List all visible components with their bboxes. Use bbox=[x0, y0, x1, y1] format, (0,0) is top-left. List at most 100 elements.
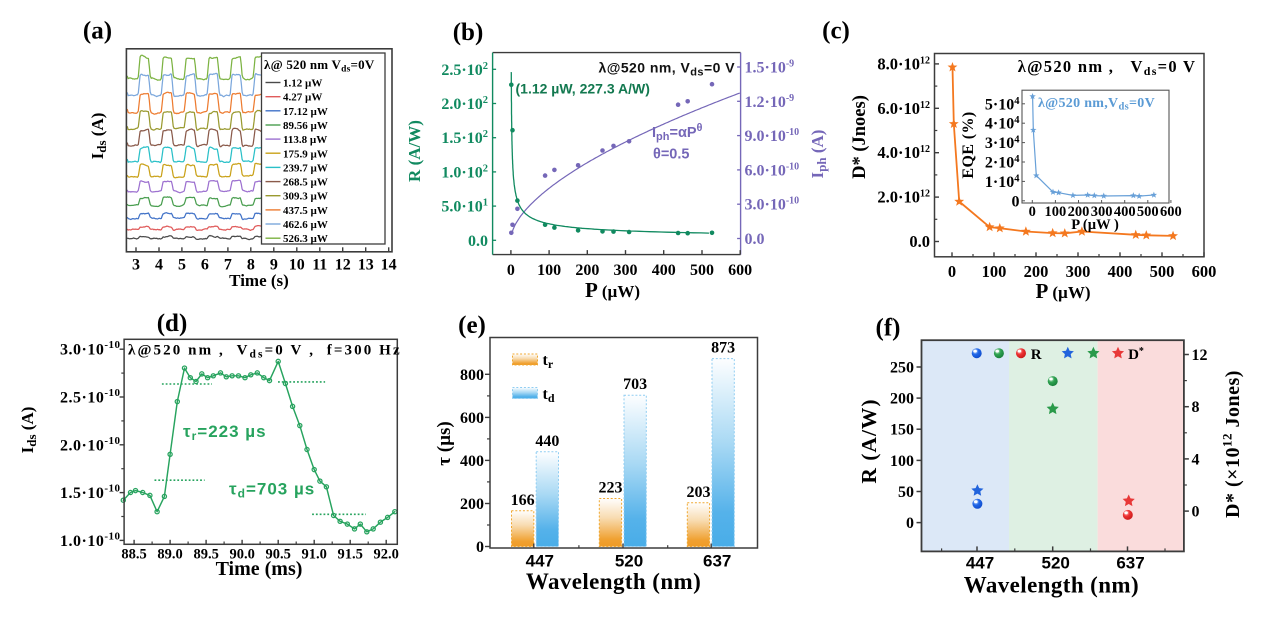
svg-text:637: 637 bbox=[703, 552, 731, 571]
svg-text:7: 7 bbox=[224, 257, 232, 274]
svg-text:400: 400 bbox=[460, 453, 484, 470]
svg-text:90.5: 90.5 bbox=[265, 547, 290, 563]
svg-text:400: 400 bbox=[1114, 204, 1136, 220]
svg-text:200: 200 bbox=[1068, 204, 1090, 220]
svg-text:11: 11 bbox=[312, 257, 327, 274]
svg-text:0: 0 bbox=[1029, 204, 1036, 220]
svg-text:89.56 µW: 89.56 µW bbox=[283, 120, 328, 132]
svg-text:λ@520 nm , Vds=0 V , f=300 H: λ@520 nm , Vds=0 V , f=300 Hz bbox=[128, 343, 402, 361]
svg-text:(a): (a) bbox=[83, 18, 112, 45]
svg-text:447: 447 bbox=[526, 552, 554, 571]
svg-text:4: 4 bbox=[1192, 451, 1200, 468]
svg-text:873: 873 bbox=[711, 340, 735, 357]
svg-text:4.27 µW: 4.27 µW bbox=[283, 92, 322, 104]
svg-text:500: 500 bbox=[1137, 204, 1159, 220]
svg-text:12: 12 bbox=[335, 257, 351, 274]
svg-text:17.12 µW: 17.12 µW bbox=[283, 106, 328, 118]
svg-text:462.6 µW: 462.6 µW bbox=[283, 219, 328, 231]
svg-text:8: 8 bbox=[1192, 399, 1200, 416]
svg-text:6: 6 bbox=[201, 257, 209, 274]
svg-text:92.0: 92.0 bbox=[374, 547, 399, 563]
svg-text:150: 150 bbox=[890, 422, 914, 439]
svg-text:239.7 µW: 239.7 µW bbox=[283, 162, 328, 174]
svg-text:6.0·1012: 6.0·1012 bbox=[877, 99, 930, 118]
svg-text:0: 0 bbox=[1012, 193, 1020, 210]
svg-text:0: 0 bbox=[507, 262, 515, 279]
svg-text:0.0: 0.0 bbox=[468, 233, 488, 250]
svg-text:14: 14 bbox=[381, 257, 397, 274]
svg-text:EQE (%): EQE (%) bbox=[960, 111, 977, 178]
svg-text:0: 0 bbox=[476, 539, 484, 556]
svg-text:400: 400 bbox=[1108, 262, 1133, 281]
svg-text:600: 600 bbox=[1160, 204, 1182, 220]
svg-text:600: 600 bbox=[1192, 262, 1217, 281]
svg-text:637: 637 bbox=[1116, 554, 1144, 573]
svg-text:400: 400 bbox=[652, 262, 676, 279]
svg-text:300: 300 bbox=[1066, 262, 1091, 281]
svg-text:R (A/W): R (A/W) bbox=[857, 398, 881, 483]
svg-text:tr: tr bbox=[543, 352, 554, 371]
svg-text:309.3 µW: 309.3 µW bbox=[283, 191, 328, 203]
svg-text:Time (ms): Time (ms) bbox=[216, 558, 303, 580]
svg-text:100: 100 bbox=[890, 453, 914, 470]
svg-text:300: 300 bbox=[1091, 204, 1113, 220]
svg-text:θ=0.5: θ=0.5 bbox=[653, 147, 689, 163]
svg-text:R: R bbox=[1031, 347, 1042, 363]
svg-text:9: 9 bbox=[270, 257, 278, 274]
svg-text:(b): (b) bbox=[453, 19, 484, 46]
svg-text:5·104: 5·104 bbox=[985, 96, 1020, 114]
svg-text:2·104: 2·104 bbox=[985, 154, 1020, 172]
svg-text:4.0·1012: 4.0·1012 bbox=[877, 143, 930, 162]
svg-text:0.0: 0.0 bbox=[909, 232, 930, 251]
svg-text:P (µW): P (µW) bbox=[1035, 279, 1090, 303]
svg-text:(1.12 µW, 227.3 A/W): (1.12 µW, 227.3 A/W) bbox=[516, 81, 650, 97]
svg-text:6.0·10-10: 6.0·10-10 bbox=[745, 161, 800, 179]
svg-text:(f): (f) bbox=[876, 315, 901, 342]
svg-text:300: 300 bbox=[614, 262, 638, 279]
svg-text:5: 5 bbox=[178, 257, 186, 274]
svg-text:2.5·102: 2.5·102 bbox=[441, 61, 488, 79]
svg-text:4·104: 4·104 bbox=[985, 115, 1020, 133]
svg-text:526.3 µW: 526.3 µW bbox=[283, 233, 328, 245]
svg-text:1.0·102: 1.0·102 bbox=[441, 163, 488, 181]
svg-text:200: 200 bbox=[1024, 262, 1049, 281]
svg-text:(c): (c) bbox=[822, 18, 850, 45]
svg-text:1.12 µW: 1.12 µW bbox=[283, 78, 322, 90]
svg-text:(d): (d) bbox=[157, 310, 188, 337]
svg-text:600: 600 bbox=[460, 410, 484, 427]
svg-text:203: 203 bbox=[686, 484, 710, 501]
svg-text:3·104: 3·104 bbox=[985, 135, 1020, 153]
svg-text:R (A/W): R (A/W) bbox=[405, 120, 424, 182]
svg-text:520: 520 bbox=[615, 552, 643, 571]
svg-text:100: 100 bbox=[982, 262, 1007, 281]
svg-text:0: 0 bbox=[948, 262, 956, 281]
svg-text:0: 0 bbox=[906, 515, 914, 532]
svg-text:440: 440 bbox=[535, 433, 559, 450]
svg-text:τ (µs): τ (µs) bbox=[434, 421, 455, 466]
svg-text:200: 200 bbox=[890, 391, 914, 408]
svg-text:1.2·10-9: 1.2·10-9 bbox=[745, 93, 795, 111]
svg-text:437.5 µW: 437.5 µW bbox=[283, 205, 328, 217]
svg-text:223: 223 bbox=[598, 480, 622, 497]
svg-text:5.0·101: 5.0·101 bbox=[441, 198, 488, 216]
svg-text:90.0: 90.0 bbox=[229, 547, 254, 563]
svg-text:800: 800 bbox=[460, 367, 484, 384]
svg-text:703: 703 bbox=[623, 376, 647, 393]
svg-text:100: 100 bbox=[537, 262, 561, 279]
svg-text:λ@ 520 nm Vds=0V: λ@ 520 nm Vds=0V bbox=[264, 57, 375, 75]
svg-text:Wavelength (nm): Wavelength (nm) bbox=[964, 573, 1139, 598]
svg-text:0.0: 0.0 bbox=[745, 231, 765, 248]
svg-text:0: 0 bbox=[1192, 504, 1200, 521]
svg-text:100: 100 bbox=[1045, 204, 1067, 220]
svg-text:268.5 µW: 268.5 µW bbox=[283, 177, 328, 189]
svg-text:447: 447 bbox=[966, 554, 994, 573]
svg-text:8: 8 bbox=[247, 257, 255, 274]
svg-text:Time (s): Time (s) bbox=[229, 271, 289, 290]
svg-text:8.0·1012: 8.0·1012 bbox=[877, 54, 930, 73]
svg-text:Ids (A): Ids (A) bbox=[18, 407, 39, 454]
svg-text:89.0: 89.0 bbox=[157, 547, 182, 563]
svg-text:τr=223 µs: τr=223 µs bbox=[183, 422, 267, 443]
svg-text:250: 250 bbox=[890, 360, 914, 377]
svg-text:1.5·102: 1.5·102 bbox=[441, 129, 488, 147]
svg-text:D* (Jnoes): D* (Jnoes) bbox=[850, 95, 870, 179]
